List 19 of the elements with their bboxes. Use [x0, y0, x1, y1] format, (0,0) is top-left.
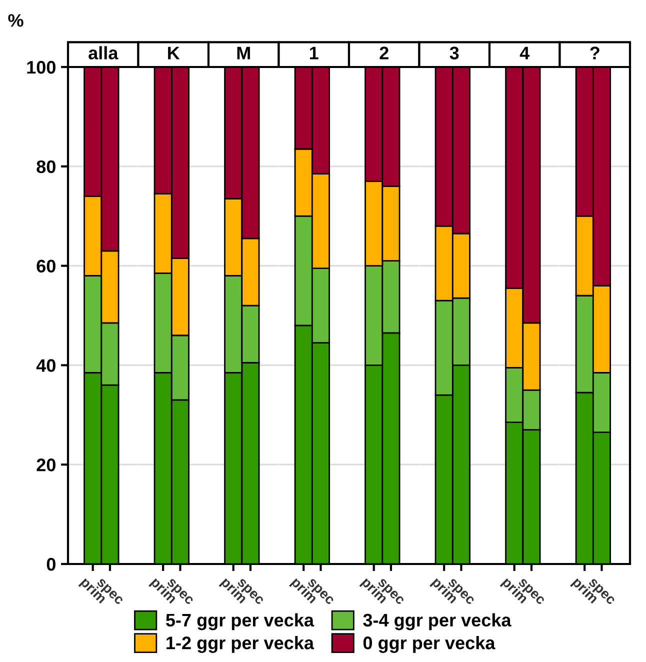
y-tick-label: 100: [27, 60, 56, 74]
chart-title: alla: [88, 46, 118, 60]
chart-title: M: [237, 46, 250, 60]
chart-title: 1: [310, 46, 318, 60]
chart-title: K: [168, 46, 180, 60]
legend-label: 3-4 ggr per vecka: [363, 613, 512, 630]
y-tick-label: 20: [36, 458, 56, 472]
legend-label: 0 ggr per vecka: [363, 636, 496, 653]
chart-title: 2: [380, 46, 388, 60]
chart-title: 4: [520, 46, 530, 60]
y-axis-title: %: [8, 14, 24, 27]
legend-label: 5-7 ggr per vecka: [166, 613, 314, 630]
legend-label: 1-2 ggr per vecka: [166, 636, 314, 653]
y-tick-label: 60: [36, 260, 56, 273]
y-tick-label: 0: [46, 558, 56, 571]
chart-title: 3: [450, 46, 459, 60]
y-tick-label: 80: [36, 160, 56, 174]
y-tick-label: 40: [36, 359, 56, 372]
chart-title: ?: [590, 46, 600, 60]
